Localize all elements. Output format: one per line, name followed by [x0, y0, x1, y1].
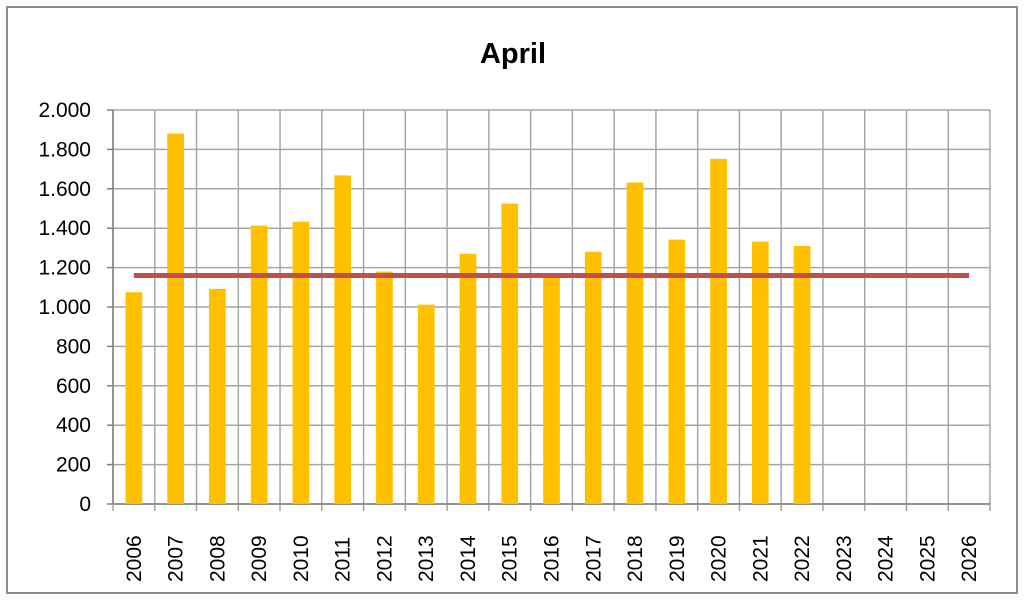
- x-tick-label: 2017: [582, 535, 605, 582]
- y-tick-label: 400: [56, 414, 91, 437]
- x-tick-label: 2023: [833, 535, 856, 582]
- y-tick-label: 1.600: [38, 178, 91, 201]
- bar-2010: [292, 221, 310, 504]
- bar-2014: [459, 253, 477, 504]
- x-tick-label: 2012: [373, 535, 396, 582]
- chart-title: April: [480, 38, 546, 70]
- x-tick-label: 2007: [165, 535, 188, 582]
- bar-2022: [793, 245, 811, 504]
- bar-2012: [376, 271, 393, 504]
- plot-area: 0 200 400 600 800 1.000 1.200 1.400 1.600 1.800 2.…: [38, 99, 991, 582]
- bar-2017: [584, 251, 602, 504]
- x-tick-label: 2009: [248, 535, 271, 582]
- bar-2016: [543, 277, 560, 504]
- y-tick-label: 800: [56, 335, 91, 358]
- bar-2007: [167, 133, 184, 504]
- bar-2018: [626, 182, 644, 504]
- x-tick-label: 2014: [457, 535, 480, 582]
- x-tick-label: 2015: [499, 535, 522, 582]
- x-tick-label: 2006: [123, 535, 146, 582]
- x-tick-label: 2018: [624, 535, 647, 582]
- y-tick-label: 2.000: [38, 99, 91, 122]
- x-tick-label: 2016: [541, 535, 564, 582]
- y-tick-label: 0: [79, 493, 91, 516]
- x-tick-label: 2025: [916, 535, 939, 582]
- bar-2008: [209, 288, 226, 504]
- bar-2015: [501, 203, 519, 504]
- bar-2019: [668, 239, 686, 504]
- bar-2011: [334, 175, 352, 505]
- x-tick-label: 2024: [875, 535, 898, 582]
- y-tick-label: 1.800: [38, 138, 91, 161]
- x-tick-label: 2008: [206, 535, 229, 582]
- y-tick-label: 1.000: [38, 296, 91, 319]
- x-tick-label: 2020: [708, 535, 731, 582]
- y-tick-label: 1.400: [38, 217, 91, 240]
- x-tick-label: 2026: [958, 535, 981, 582]
- y-tick-label: 1.200: [38, 257, 91, 280]
- x-tick-label: 2013: [415, 535, 438, 582]
- x-tick-label: 2019: [666, 535, 689, 582]
- bar-2020: [710, 158, 727, 504]
- x-tick-label: 2022: [791, 535, 814, 582]
- bar-2006: [125, 292, 143, 504]
- x-tick-label: 2011: [332, 537, 355, 582]
- x-tick-label: 2021: [749, 535, 772, 582]
- bar-2021: [751, 241, 769, 504]
- bar-2009: [250, 225, 268, 504]
- x-tick-label: 2010: [290, 535, 313, 582]
- y-tick-label: 600: [56, 375, 91, 398]
- y-tick-label: 200: [56, 454, 91, 477]
- bar-2013: [417, 304, 435, 504]
